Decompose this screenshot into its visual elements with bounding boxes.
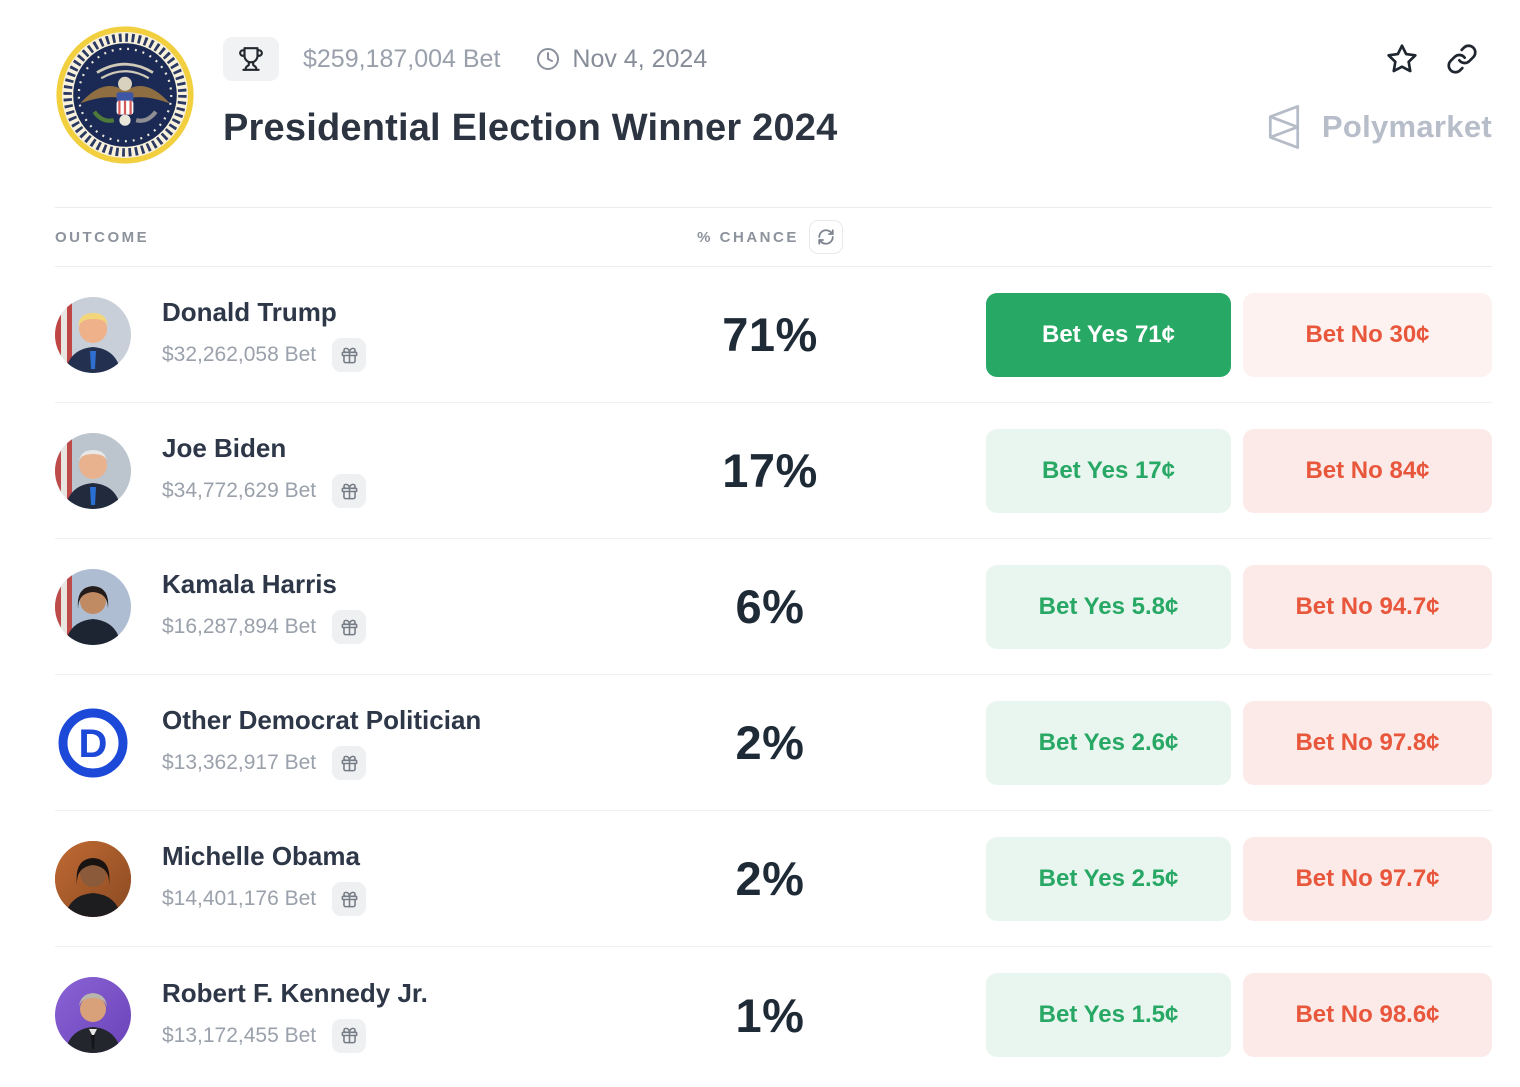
trophy-icon: [239, 47, 263, 71]
trophy-chip: [223, 37, 279, 81]
gift-icon[interactable]: [332, 746, 367, 780]
bet-no-button[interactable]: Bet No 98.6¢: [1243, 973, 1492, 1057]
table-header: OUTCOME % CHANCE: [55, 207, 1492, 267]
outcome-chance: 2%: [735, 852, 805, 905]
outcome-chance: 71%: [722, 308, 818, 361]
outcome-chance: 1%: [735, 988, 805, 1042]
outcome-bet-amount: $13,362,917 Bet: [162, 751, 317, 774]
outcome-row-michelle-obama: Michelle Obama $14,401,176 Bet 2% Bet Ye…: [55, 811, 1492, 947]
bet-no-button[interactable]: Bet No 97.8¢: [1243, 700, 1492, 785]
outcome-column-header: OUTCOME: [55, 228, 150, 246]
outcome-bet-amount: $13,172,455 Bet: [162, 1023, 317, 1047]
bet-no-button[interactable]: Bet No 84¢: [1243, 428, 1492, 513]
outcome-bet-amount: $14,401,176 Bet: [162, 887, 317, 910]
outcome-name: Other Democrat Politician: [162, 705, 482, 735]
page-title: Presidential Election Winner 2024: [223, 107, 838, 149]
outcome-chance: 17%: [722, 444, 818, 497]
outcome-name: Kamala Harris: [162, 569, 337, 599]
polymarket-wordmark: Polymarket: [1321, 109, 1492, 144]
market-header: $259,187,004 Bet Nov 4, 2024 Presidentia…: [0, 0, 1520, 207]
polymarket-logo-icon: [1268, 105, 1299, 149]
star-icon[interactable]: [1386, 43, 1418, 75]
refresh-icon: [818, 229, 834, 245]
avatar-michelle-obama: [55, 840, 131, 917]
outcome-name: Donald Trump: [162, 297, 337, 327]
bet-yes-button[interactable]: Bet Yes 2.5¢: [986, 836, 1231, 921]
gift-icon[interactable]: [332, 882, 367, 916]
bet-no-button[interactable]: Bet No 94.7¢: [1243, 564, 1492, 649]
gift-icon[interactable]: [332, 338, 367, 372]
link-icon[interactable]: [1446, 43, 1478, 75]
bet-yes-button[interactable]: Bet Yes 1.5¢: [986, 973, 1231, 1057]
bet-yes-button[interactable]: Bet Yes 17¢: [986, 428, 1231, 513]
avatar-donald-trump: [55, 296, 131, 373]
outcome-row-other-democrat: D Other Democrat Politician $13,362,917 …: [55, 675, 1492, 811]
outcome-row-joe-biden: Joe Biden $34,772,629 Bet 17% Bet Yes 17…: [55, 403, 1492, 539]
gift-icon[interactable]: [332, 610, 367, 644]
gift-icon[interactable]: [332, 474, 367, 508]
avatar-joe-biden: [55, 432, 131, 509]
outcome-chance: 6%: [735, 580, 805, 633]
header-right: Polymarket: [1262, 25, 1492, 151]
outcome-bet-amount: $34,772,629 Bet: [162, 479, 317, 502]
outcome-chance: 2%: [735, 716, 805, 769]
outcome-name: Robert F. Kennedy Jr.: [162, 977, 428, 1008]
outcome-row-rfk-jr: Robert F. Kennedy Jr. $13,172,455 Bet 1%…: [55, 947, 1492, 1083]
avatar-robert-f-kennedy-jr: [55, 977, 131, 1053]
avatar-kamala-harris: [55, 568, 131, 645]
market-title-block: $259,187,004 Bet Nov 4, 2024 Presidentia…: [223, 25, 1262, 150]
total-bet-amount: $259,187,004 Bet: [303, 44, 501, 73]
outcome-row-donald-trump: Donald Trump $32,262,058 Bet 71% Bet Yes…: [55, 267, 1492, 403]
outcome-bet-amount: $16,287,894 Bet: [162, 615, 317, 638]
clock-icon: [536, 47, 560, 71]
outcome-name: Joe Biden: [162, 433, 287, 463]
bet-no-button[interactable]: Bet No 97.7¢: [1243, 836, 1492, 921]
gift-icon[interactable]: [332, 1018, 367, 1053]
presidential-seal-image: [55, 25, 195, 165]
outcome-row-kamala-harris: Kamala Harris $16,287,894 Bet 6% Bet Yes…: [55, 539, 1492, 675]
outcome-name: Michelle Obama: [162, 841, 360, 871]
bet-no-button[interactable]: Bet No 30¢: [1243, 292, 1492, 377]
bet-yes-button[interactable]: Bet Yes 5.8¢: [986, 564, 1231, 649]
polymarket-brand-link[interactable]: Polymarket: [1262, 103, 1492, 151]
market-end-date: Nov 4, 2024: [572, 44, 708, 73]
chance-column-header: % CHANCE: [697, 228, 799, 246]
bet-yes-button[interactable]: Bet Yes 71¢: [986, 292, 1231, 377]
avatar-democratic-party-logo: D: [55, 704, 131, 781]
bet-yes-button[interactable]: Bet Yes 2.6¢: [986, 700, 1231, 785]
refresh-button[interactable]: [808, 220, 843, 254]
svg-text:D: D: [79, 722, 108, 766]
outcome-bet-amount: $32,262,058 Bet: [162, 343, 317, 366]
